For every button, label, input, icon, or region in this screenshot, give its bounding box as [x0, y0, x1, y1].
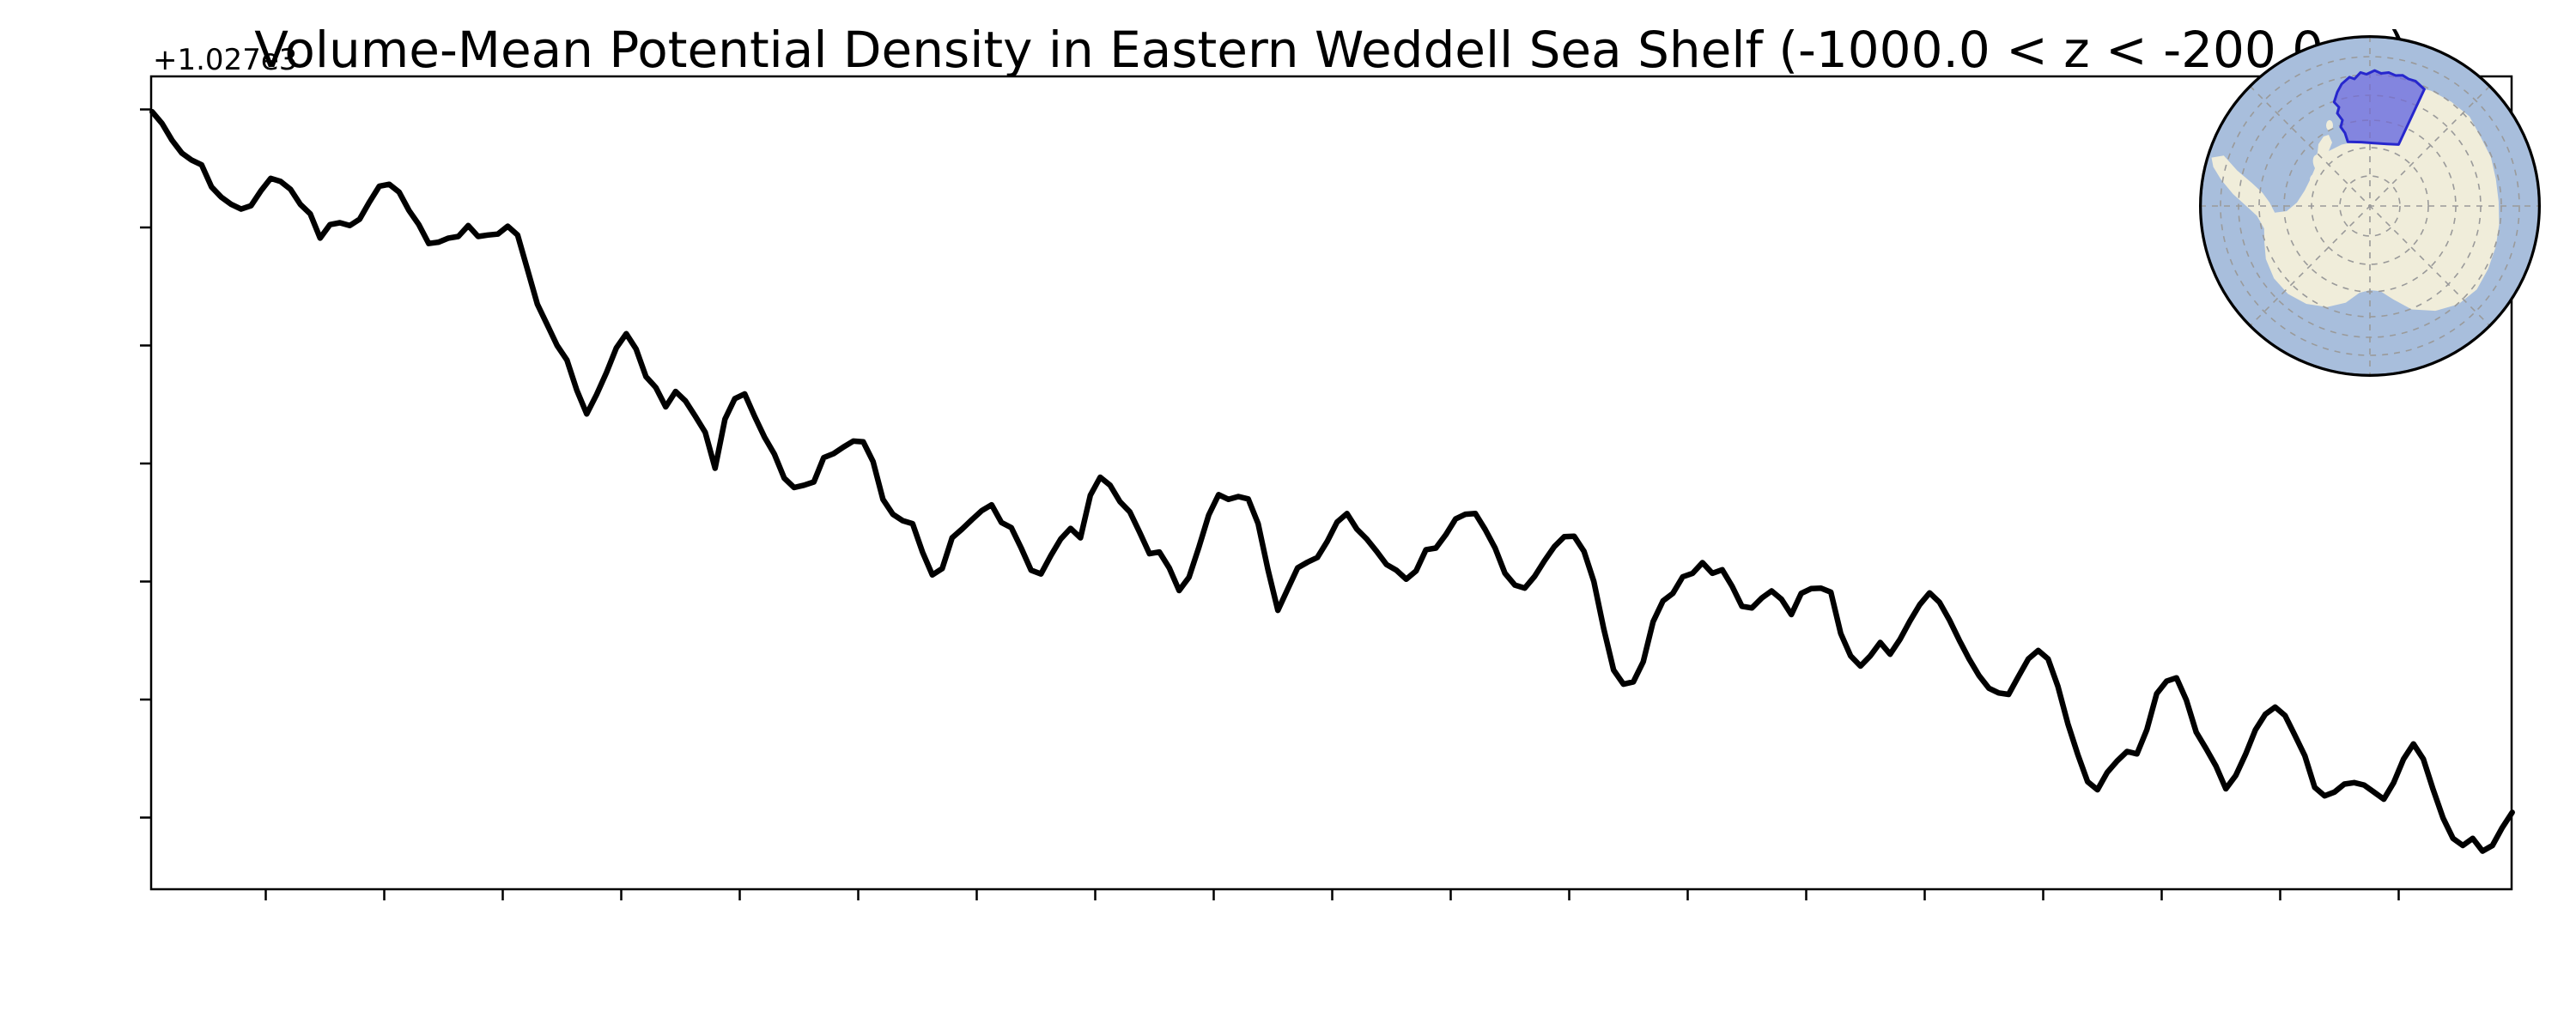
tick-marks [140, 108, 2400, 900]
map-island [2326, 120, 2333, 130]
map-graticule [2200, 36, 2540, 376]
map-weddell-shelf-highlight [2332, 69, 2426, 146]
antarctica-inset-map [2199, 35, 2541, 377]
map-globe-outline [2199, 35, 2541, 377]
density-line-series [149, 109, 2515, 854]
map-island [2312, 154, 2324, 172]
y-axis-offset-text: +1.027e3 [153, 43, 298, 77]
chart-title: Volume-Mean Potential Density in Eastern… [254, 21, 2408, 79]
map-antarctica-landmass [2211, 89, 2500, 312]
